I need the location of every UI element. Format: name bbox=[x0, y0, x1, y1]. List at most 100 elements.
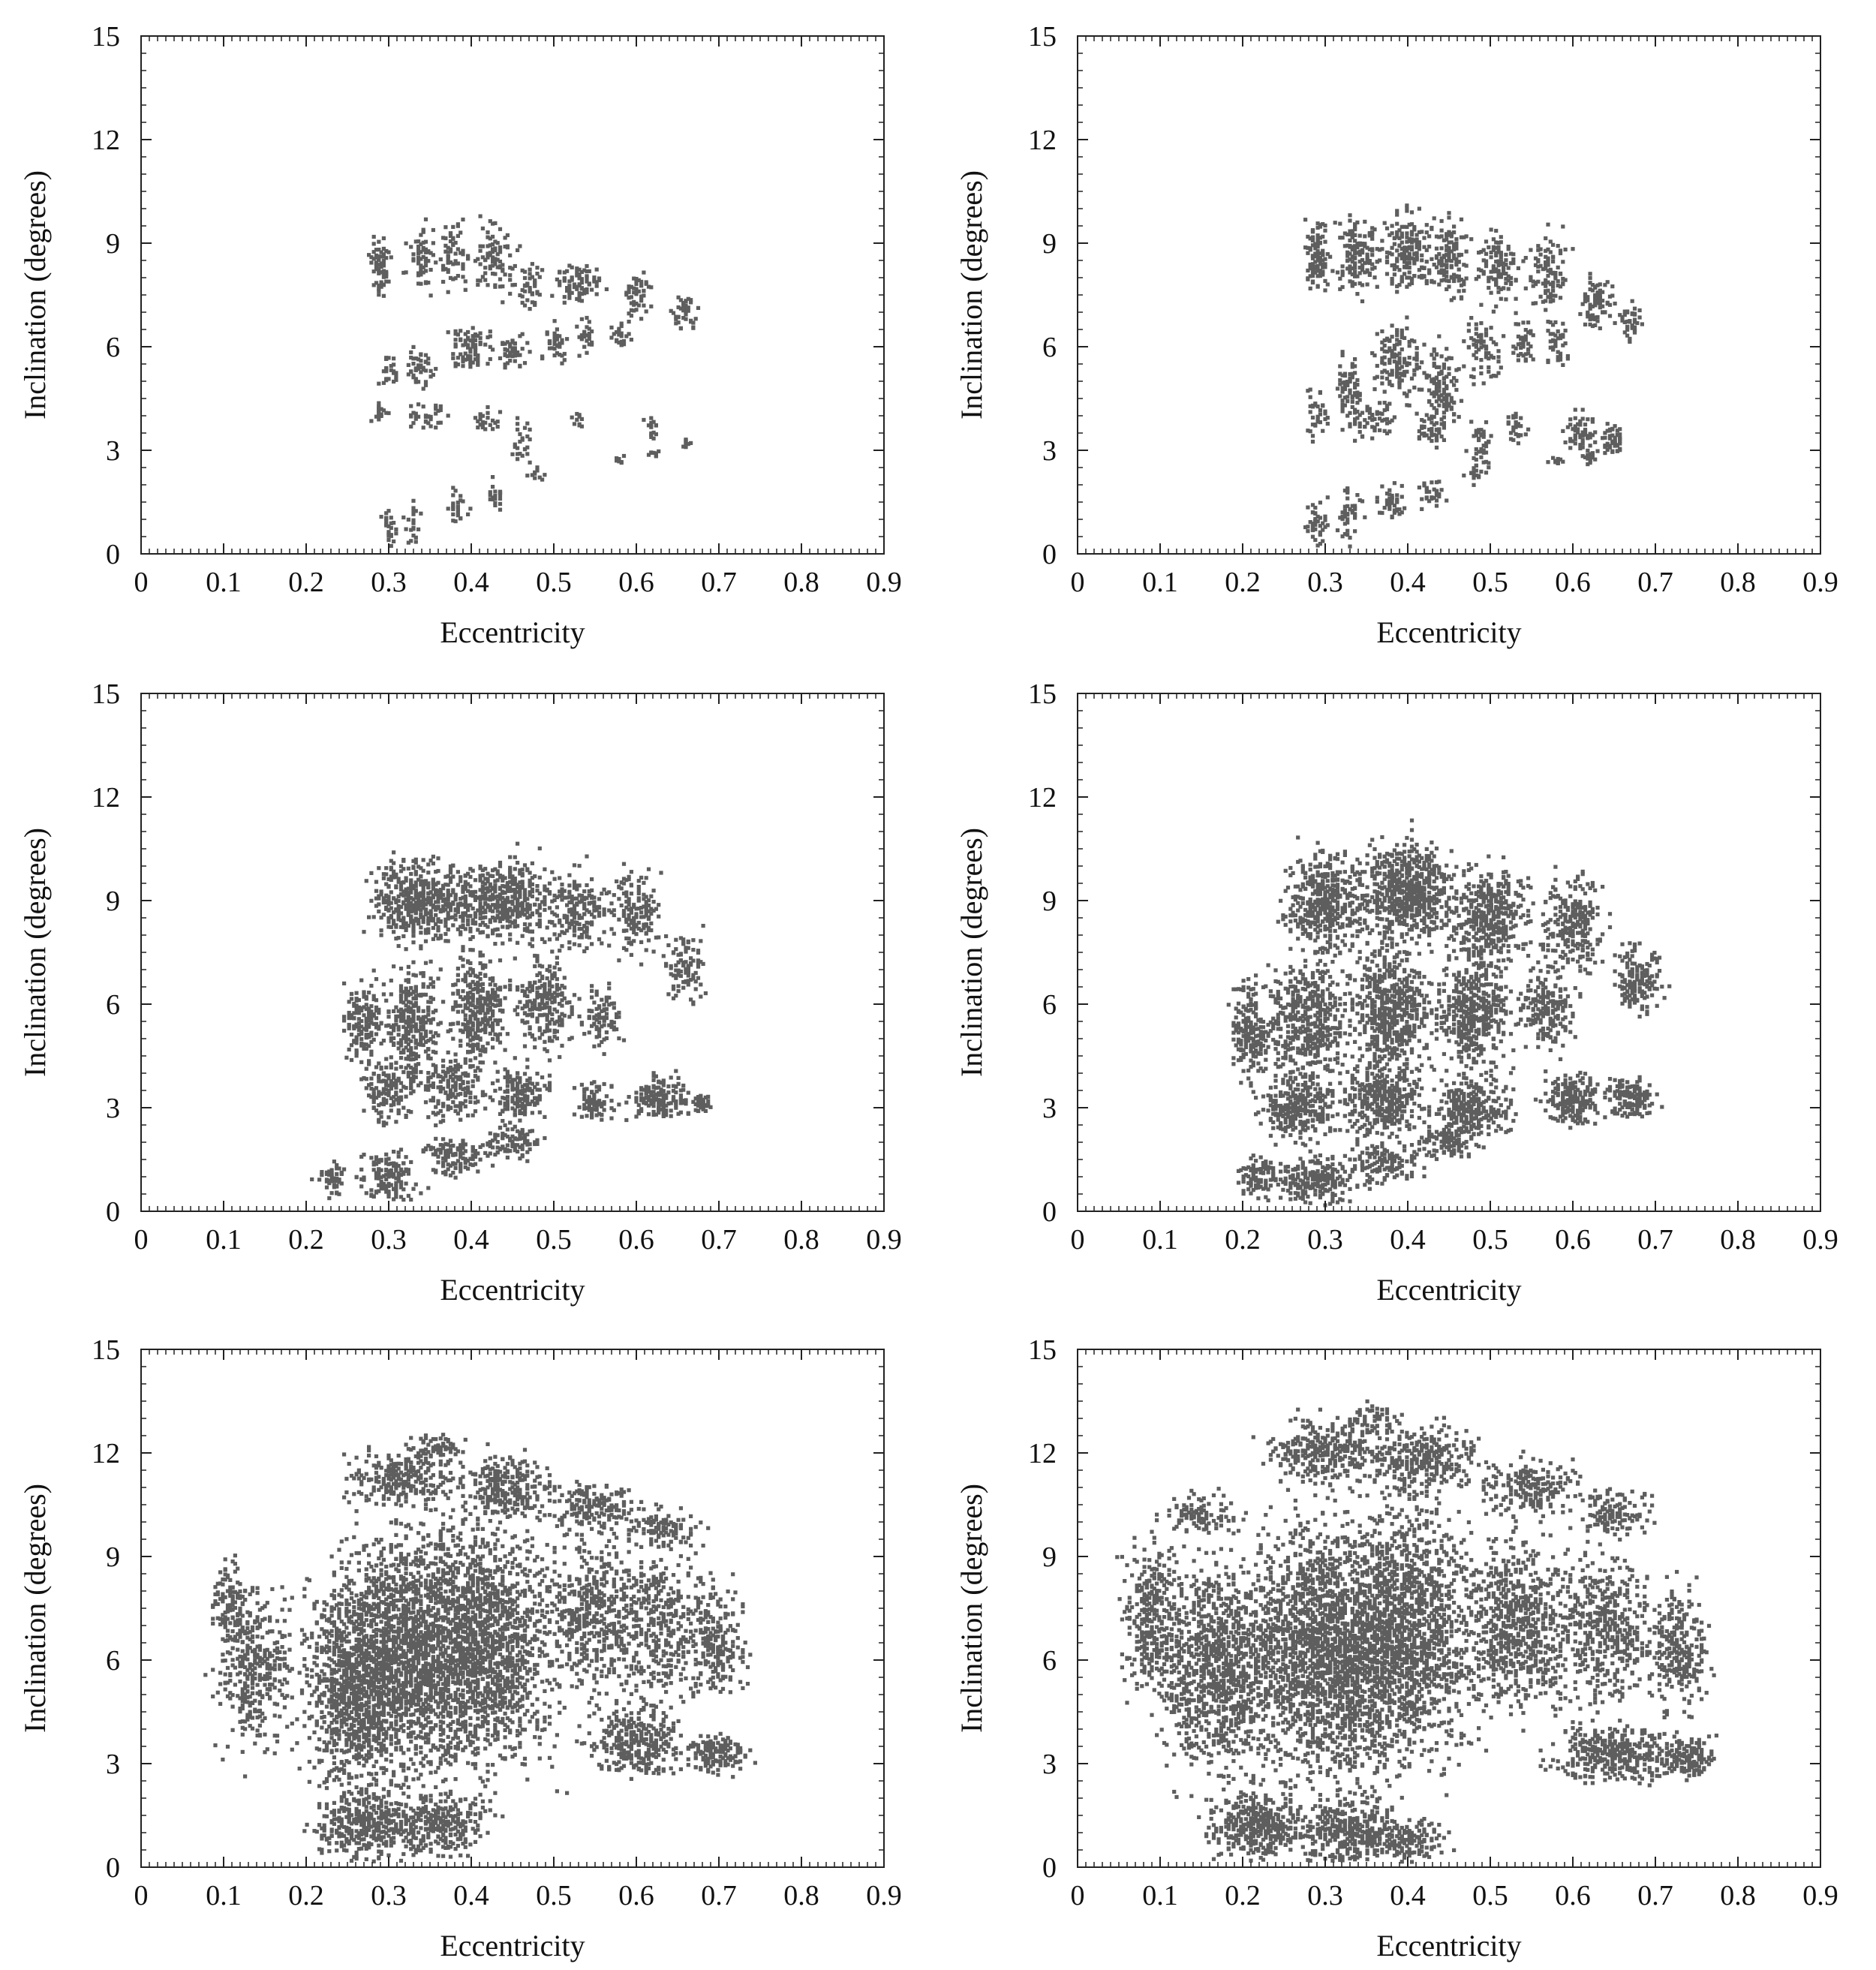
data-point bbox=[384, 279, 389, 284]
data-point bbox=[1558, 351, 1563, 356]
data-point bbox=[555, 337, 559, 341]
data-point bbox=[644, 895, 648, 899]
data-point bbox=[1502, 286, 1506, 290]
data-point bbox=[392, 861, 396, 865]
data-point bbox=[520, 453, 525, 458]
data-point bbox=[1472, 470, 1476, 474]
point-cluster-23 bbox=[1303, 495, 1330, 548]
data-point bbox=[1531, 333, 1535, 338]
data-point bbox=[1407, 362, 1412, 366]
data-point bbox=[431, 854, 435, 859]
data-point bbox=[562, 270, 567, 275]
data-point bbox=[1618, 440, 1622, 444]
data-point bbox=[525, 897, 530, 901]
data-point bbox=[1496, 269, 1501, 273]
data-point bbox=[463, 887, 467, 892]
data-point bbox=[419, 908, 423, 913]
data-point bbox=[359, 1060, 364, 1064]
data-point bbox=[1434, 408, 1439, 413]
data-point bbox=[1318, 501, 1322, 505]
data-point bbox=[364, 879, 368, 883]
data-point bbox=[1442, 426, 1446, 430]
data-point bbox=[1370, 425, 1375, 429]
data-point bbox=[488, 918, 492, 922]
data-point bbox=[1378, 258, 1382, 263]
data-point bbox=[1439, 256, 1444, 260]
data-point bbox=[1338, 382, 1342, 386]
data-point bbox=[1397, 356, 1402, 360]
data-point bbox=[453, 519, 458, 524]
data-point bbox=[1360, 499, 1365, 504]
data-point bbox=[636, 888, 641, 892]
data-point bbox=[525, 341, 530, 345]
data-point bbox=[421, 245, 425, 250]
data-point bbox=[516, 248, 520, 252]
data-point bbox=[1375, 411, 1379, 415]
data-point bbox=[455, 904, 460, 909]
data-point bbox=[1514, 415, 1518, 420]
data-point bbox=[1372, 227, 1377, 232]
data-point bbox=[530, 275, 534, 279]
data-point bbox=[426, 891, 431, 895]
data-point bbox=[1590, 417, 1595, 422]
data-point bbox=[421, 254, 425, 259]
data-point bbox=[508, 932, 513, 937]
data-point bbox=[404, 876, 408, 880]
data-point bbox=[1310, 403, 1315, 408]
data-point bbox=[431, 253, 435, 257]
data-point bbox=[1601, 310, 1605, 314]
data-point bbox=[367, 991, 371, 995]
data-point bbox=[1437, 251, 1442, 257]
data-point bbox=[1598, 288, 1602, 293]
data-point bbox=[466, 908, 471, 913]
data-point bbox=[413, 889, 418, 894]
data-point bbox=[446, 290, 450, 294]
data-point bbox=[621, 909, 627, 913]
data-point bbox=[1484, 450, 1489, 455]
data-point bbox=[416, 920, 421, 925]
data-point bbox=[1370, 418, 1375, 423]
data-point bbox=[636, 898, 641, 903]
data-point bbox=[1315, 414, 1320, 419]
data-point bbox=[1556, 265, 1560, 269]
data-point bbox=[480, 868, 485, 873]
data-point bbox=[478, 922, 483, 927]
data-point bbox=[1350, 396, 1354, 400]
data-point bbox=[1399, 373, 1404, 377]
data-point bbox=[657, 903, 661, 907]
data-point bbox=[419, 874, 423, 879]
data-point bbox=[426, 916, 431, 921]
data-point bbox=[1523, 359, 1528, 363]
data-point bbox=[1415, 242, 1419, 246]
data-point bbox=[386, 356, 391, 360]
data-point bbox=[401, 916, 406, 921]
data-point bbox=[1598, 282, 1602, 287]
data-point bbox=[1605, 422, 1610, 426]
data-point bbox=[1342, 532, 1347, 537]
data-point bbox=[443, 939, 448, 943]
data-point bbox=[522, 907, 528, 912]
data-point bbox=[646, 909, 651, 913]
data-point bbox=[483, 342, 488, 347]
data-point bbox=[478, 912, 483, 916]
data-point bbox=[516, 885, 520, 889]
data-point bbox=[516, 910, 520, 914]
data-point bbox=[1315, 242, 1320, 247]
data-point bbox=[1479, 450, 1484, 454]
data-point bbox=[1618, 436, 1622, 441]
data-point bbox=[555, 913, 559, 918]
data-point bbox=[423, 419, 428, 423]
data-point bbox=[419, 272, 423, 277]
data-point bbox=[627, 917, 631, 922]
data-point bbox=[681, 980, 686, 985]
data-point bbox=[1484, 344, 1489, 349]
data-point bbox=[493, 495, 498, 499]
data-point bbox=[1551, 293, 1556, 298]
data-point bbox=[696, 949, 701, 953]
data-point bbox=[488, 889, 492, 893]
point-cluster-12 bbox=[540, 319, 570, 365]
data-point bbox=[1395, 509, 1399, 513]
data-point bbox=[577, 913, 582, 918]
data-point bbox=[1384, 431, 1390, 436]
data-point bbox=[379, 254, 383, 259]
